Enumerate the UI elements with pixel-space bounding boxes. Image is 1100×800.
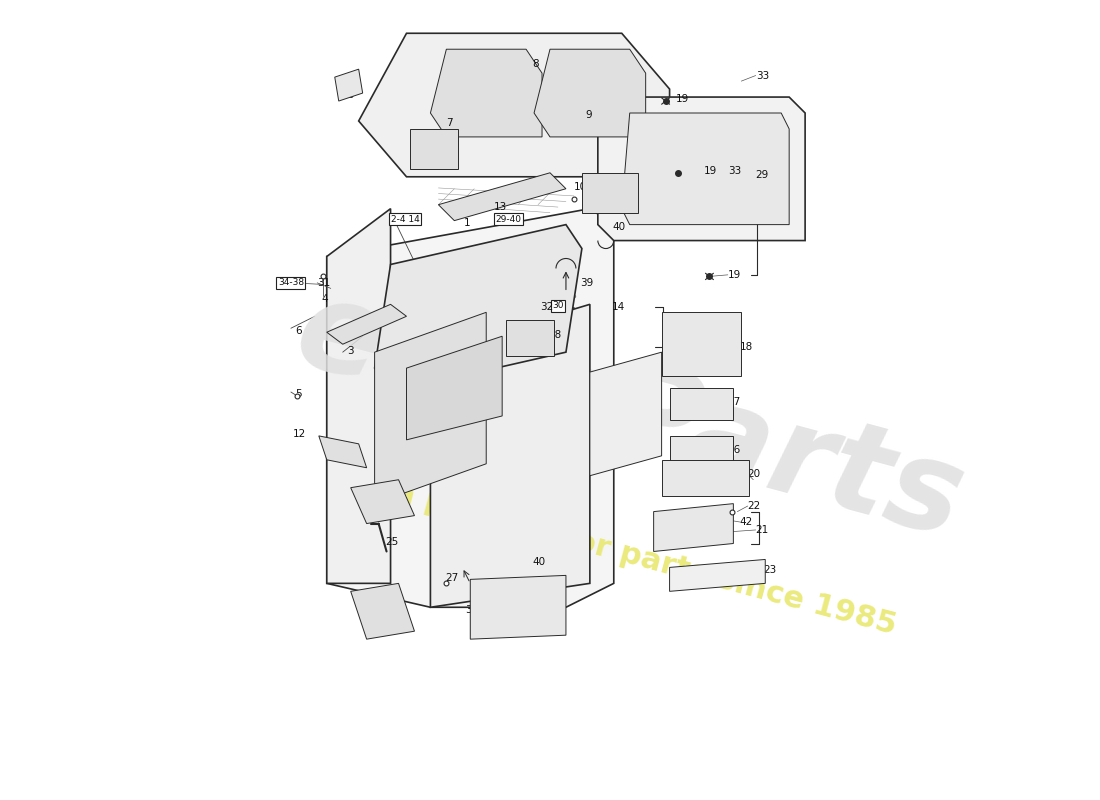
Text: 1: 1 — [464, 218, 471, 228]
FancyBboxPatch shape — [410, 129, 459, 169]
FancyBboxPatch shape — [661, 312, 741, 376]
Text: 33: 33 — [728, 166, 741, 176]
Polygon shape — [407, 336, 503, 440]
Text: 35: 35 — [464, 422, 477, 431]
Text: 21: 21 — [756, 525, 769, 535]
Polygon shape — [327, 209, 390, 583]
Text: 11: 11 — [331, 446, 344, 455]
Polygon shape — [359, 34, 670, 177]
Text: 20: 20 — [748, 469, 761, 479]
Text: 15: 15 — [604, 390, 617, 399]
Polygon shape — [375, 225, 582, 392]
Text: 30: 30 — [552, 302, 563, 310]
Text: 29-40: 29-40 — [495, 214, 521, 223]
Polygon shape — [439, 173, 565, 221]
Text: 5: 5 — [295, 390, 301, 399]
Text: 19: 19 — [728, 270, 741, 280]
Text: 7: 7 — [447, 118, 453, 128]
FancyBboxPatch shape — [670, 436, 734, 468]
Text: 16: 16 — [728, 446, 741, 455]
Polygon shape — [621, 113, 789, 225]
Text: 19: 19 — [704, 166, 717, 176]
FancyBboxPatch shape — [506, 320, 554, 356]
Text: 13: 13 — [494, 202, 507, 212]
Text: 42: 42 — [739, 517, 754, 527]
Text: a passion for parts since 1985: a passion for parts since 1985 — [392, 478, 900, 641]
Text: 12: 12 — [294, 430, 307, 439]
Text: 3: 3 — [346, 346, 353, 355]
Text: 10: 10 — [574, 182, 587, 192]
Text: 36: 36 — [505, 613, 518, 622]
Polygon shape — [535, 50, 646, 137]
Polygon shape — [334, 69, 363, 101]
Text: 9: 9 — [586, 110, 593, 120]
Text: 26: 26 — [381, 613, 394, 622]
Polygon shape — [661, 460, 749, 496]
Polygon shape — [590, 352, 661, 476]
Text: 28: 28 — [341, 90, 354, 101]
Text: 29: 29 — [756, 170, 769, 180]
Polygon shape — [430, 304, 590, 607]
Polygon shape — [471, 575, 565, 639]
Text: 4: 4 — [321, 294, 328, 304]
FancyBboxPatch shape — [670, 388, 734, 420]
Text: 32: 32 — [540, 302, 553, 312]
Polygon shape — [351, 583, 415, 639]
Text: 31: 31 — [317, 278, 330, 288]
Text: 18: 18 — [739, 342, 754, 351]
Text: 37: 37 — [464, 605, 477, 614]
Text: 2-4 14: 2-4 14 — [390, 214, 419, 223]
Text: 8: 8 — [532, 58, 539, 69]
Text: 41: 41 — [444, 138, 458, 148]
Text: 40: 40 — [613, 222, 625, 232]
Polygon shape — [351, 480, 415, 523]
Text: 6: 6 — [295, 326, 301, 336]
Polygon shape — [653, 504, 734, 551]
Polygon shape — [670, 559, 766, 591]
Text: euroParts: euroParts — [283, 269, 976, 563]
Text: 14: 14 — [613, 302, 626, 312]
Text: 27: 27 — [444, 573, 458, 582]
Text: 38: 38 — [549, 330, 562, 340]
Polygon shape — [430, 50, 542, 137]
Text: 34-38: 34-38 — [278, 278, 304, 287]
Text: 23: 23 — [763, 565, 777, 575]
Polygon shape — [375, 312, 486, 504]
Polygon shape — [597, 97, 805, 241]
Text: 19: 19 — [676, 94, 690, 105]
Text: 33: 33 — [756, 70, 769, 81]
Polygon shape — [327, 304, 407, 344]
FancyBboxPatch shape — [582, 173, 638, 213]
Text: 34: 34 — [517, 625, 530, 634]
Text: 2: 2 — [464, 341, 471, 350]
Text: 40: 40 — [532, 557, 546, 567]
Polygon shape — [319, 436, 366, 468]
Text: 39: 39 — [581, 278, 594, 288]
Text: 22: 22 — [748, 501, 761, 511]
Text: 25: 25 — [385, 537, 398, 547]
Text: 24: 24 — [368, 497, 383, 507]
Text: 17: 17 — [728, 398, 741, 407]
Polygon shape — [327, 209, 614, 607]
